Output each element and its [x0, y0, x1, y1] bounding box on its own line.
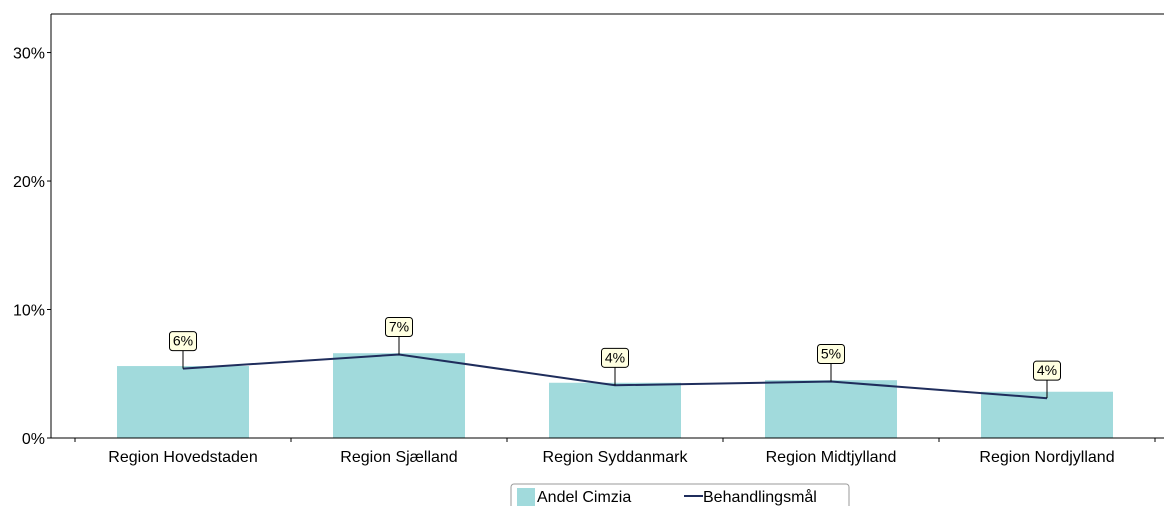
bar-3 — [549, 382, 681, 438]
data-label: 6% — [173, 333, 193, 349]
axes-group: 0% 10% 20% 30% Region Hovedstaden Region Sjæl… — [13, 13, 1164, 466]
data-label: 7% — [389, 318, 409, 334]
legend-box — [510, 483, 850, 506]
data-label-box — [385, 316, 413, 337]
bar-5 — [981, 391, 1113, 438]
y-tick-label: 10% — [13, 303, 45, 320]
data-label-box — [601, 347, 629, 368]
bar-1 — [117, 366, 249, 438]
data-label: 4% — [1037, 362, 1057, 378]
x-category-label: Region Nordjylland — [979, 449, 1114, 466]
y-tick-label: 0% — [22, 431, 45, 448]
legend: Andel Cimzia Behandlingsmål — [510, 483, 850, 506]
legend-label-behandlingsmaal: Behandlingsmål — [703, 488, 817, 506]
x-category-label: Region Sjælland — [340, 449, 457, 466]
x-category-label: Region Midtjylland — [766, 449, 897, 466]
x-category-label: Region Hovedstaden — [108, 449, 257, 466]
bar-2 — [333, 353, 465, 438]
data-label: 5% — [821, 345, 841, 361]
data-labels-group: 6% 7% 4% 5% 4% — [169, 316, 1061, 399]
bar-4 — [765, 380, 897, 438]
legend-label-andel-cimzia: Andel Cimzia — [537, 489, 631, 506]
y-tick-label: 30% — [13, 46, 45, 63]
data-label-box — [1033, 360, 1061, 381]
bars-group — [117, 353, 1113, 438]
data-label-box — [169, 331, 197, 352]
legend-swatch-bar — [517, 488, 535, 506]
data-label-box — [817, 343, 845, 364]
x-category-label: Region Syddanmark — [543, 449, 689, 466]
y-tick-label: 20% — [13, 174, 45, 191]
data-label: 4% — [605, 349, 625, 365]
